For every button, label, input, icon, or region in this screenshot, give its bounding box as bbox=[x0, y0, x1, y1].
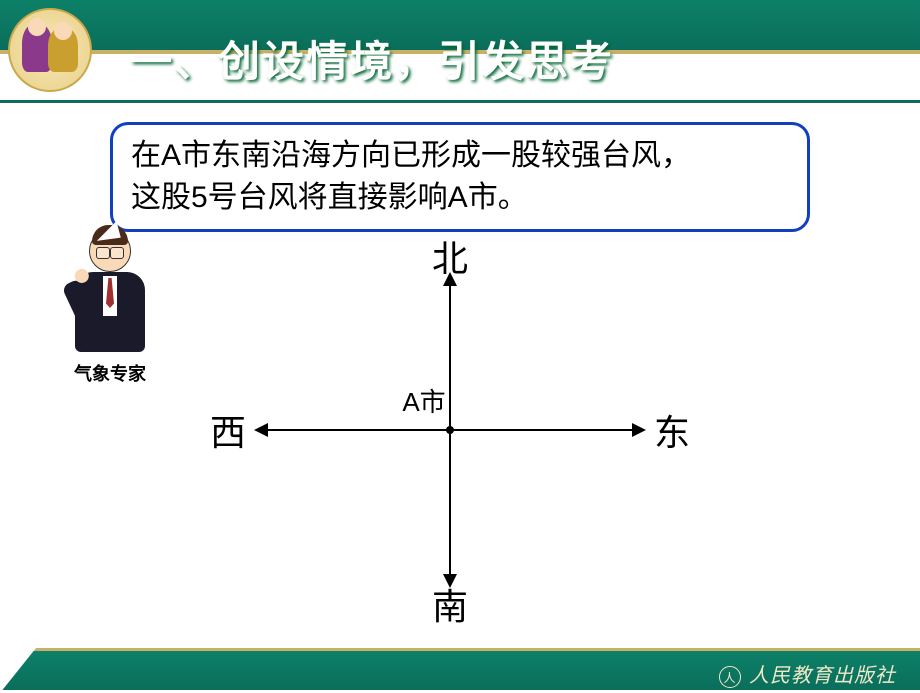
arrow-south-icon bbox=[443, 574, 457, 588]
slide-header: 一、创设情境，引发思考 bbox=[0, 0, 920, 100]
publisher-name: 人民教育出版社 bbox=[749, 665, 896, 687]
compass-diagram: 北 南 西 东 A市 bbox=[200, 230, 700, 630]
footer-notch-icon bbox=[0, 648, 36, 693]
compass-east-label: 东 bbox=[654, 404, 690, 456]
publisher-logo-icon bbox=[719, 666, 741, 688]
compass-center-label: A市 bbox=[402, 382, 445, 419]
slide-footer: 人民教育出版社 bbox=[0, 648, 920, 690]
compass-center-dot bbox=[446, 426, 454, 434]
mascot-characters-icon bbox=[16, 16, 84, 84]
header-underline bbox=[0, 100, 920, 103]
compass-west-label: 西 bbox=[210, 404, 246, 456]
publisher-credit: 人民教育出版社 bbox=[719, 659, 896, 688]
arrow-north-icon bbox=[443, 272, 457, 286]
arrow-east-icon bbox=[632, 423, 646, 437]
expert-figure: 气象专家 bbox=[60, 230, 160, 386]
expert-caption: 气象专家 bbox=[60, 360, 160, 386]
speech-text-line2: 这股5号台风将直接影响A市。 bbox=[131, 177, 789, 219]
corner-badge-icon bbox=[8, 8, 92, 92]
speech-bubble: 在A市东南沿海方向已形成一股较强台风， 这股5号台风将直接影响A市。 bbox=[110, 122, 810, 232]
arrow-west-icon bbox=[254, 423, 268, 437]
expert-body-icon bbox=[75, 272, 145, 352]
speech-text-line1: 在A市东南沿海方向已形成一股较强台风， bbox=[131, 135, 789, 177]
slide-title: 一、创设情境，引发思考 bbox=[130, 28, 614, 89]
